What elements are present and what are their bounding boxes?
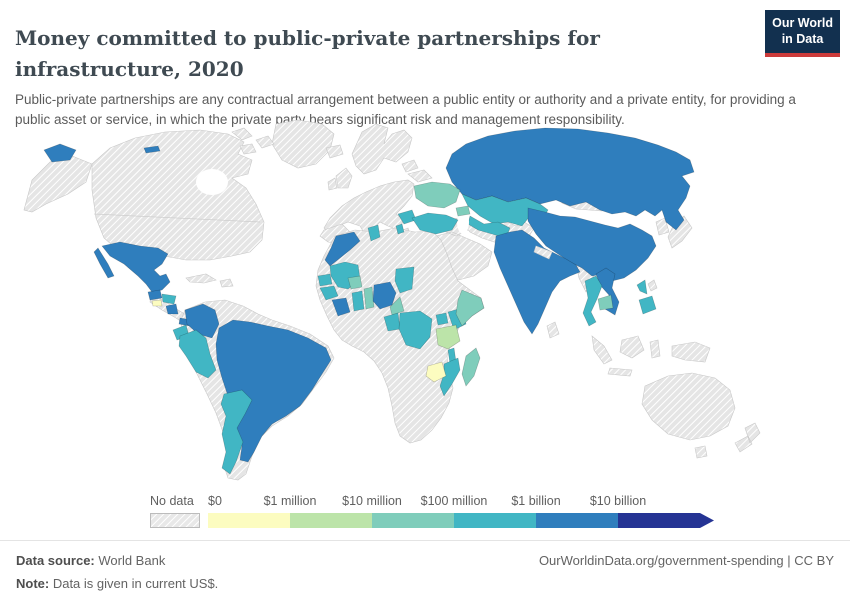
legend-tick-3: $100 million [420, 494, 488, 508]
country-togo-benin[interactable] [363, 286, 375, 310]
country-russia[interactable] [445, 127, 695, 231]
country-thailand[interactable] [582, 275, 603, 327]
country-russia-chukotka[interactable] [43, 143, 161, 163]
country-cambodia[interactable] [597, 294, 614, 311]
country-zimbabwe[interactable] [425, 361, 447, 383]
country-japan-korea[interactable] [655, 215, 693, 249]
country-cote-divoire[interactable] [331, 297, 351, 317]
country-india-pakistan-bangladesh[interactable] [493, 229, 581, 335]
caribbean-islands[interactable] [185, 273, 234, 288]
country-tunisia[interactable] [367, 224, 381, 242]
legend-swatch-2[interactable] [372, 513, 454, 528]
legend-swatch-0[interactable] [208, 513, 290, 528]
world-choropleth-map[interactable] [0, 118, 850, 490]
no-data-swatch[interactable] [150, 513, 200, 528]
country-china[interactable] [527, 207, 657, 282]
country-mexico[interactable] [93, 241, 171, 293]
country-sri-lanka[interactable] [546, 321, 560, 339]
legend-swatch-1[interactable] [290, 513, 372, 528]
data-source-label: Data source: [16, 553, 95, 568]
country-guatemala[interactable] [147, 289, 163, 301]
country-scandinavia[interactable] [351, 123, 413, 175]
legend-tick-2: $10 million [342, 494, 402, 508]
country-new-zealand[interactable] [734, 422, 761, 453]
caspian-sea [457, 210, 469, 234]
legend-tick-4: $1 billion [511, 494, 561, 508]
country-el-salvador[interactable] [151, 299, 163, 307]
legend-swatch-3[interactable] [454, 513, 536, 528]
country-georgia[interactable] [455, 205, 471, 217]
country-ukraine[interactable] [413, 181, 461, 209]
usa-canada-border [93, 213, 261, 223]
legend-arrow-cap [700, 513, 714, 528]
country-turkey[interactable] [411, 212, 459, 235]
country-taiwan[interactable] [647, 279, 658, 292]
country-dr-congo[interactable] [398, 310, 433, 350]
country-nepal[interactable] [533, 245, 553, 260]
owid-url-link[interactable]: OurWorldinData.org/government-spending |… [538, 553, 834, 568]
country-colombia[interactable] [184, 303, 220, 339]
chart-footer: Data source: World Bank Note: Data is gi… [0, 540, 850, 596]
country-peru[interactable] [178, 329, 217, 379]
note-line: Note: Data is given in current US$. [16, 573, 834, 596]
owid-logo-line2: in Data [781, 31, 824, 46]
country-chad[interactable] [394, 266, 415, 294]
page-title: Money committed to public-private partne… [15, 26, 600, 82]
country-argentina[interactable] [220, 389, 253, 475]
owid-logo[interactable]: Our World in Data [765, 10, 840, 58]
arctic-islands[interactable] [231, 127, 275, 155]
country-alaska[interactable] [23, 155, 93, 213]
country-australia[interactable] [641, 372, 736, 459]
country-senegal[interactable] [317, 273, 333, 287]
country-ghana[interactable] [351, 290, 365, 312]
country-somalia[interactable] [455, 289, 485, 327]
southeast-asia-islands[interactable] [591, 335, 711, 377]
legend-tick-0: $0 [208, 494, 222, 508]
country-greenland[interactable] [271, 119, 335, 169]
country-honduras[interactable] [161, 293, 177, 305]
legend-swatch-4[interactable] [536, 513, 618, 528]
legend-swatch-5[interactable] [618, 513, 700, 528]
data-source-value: World Bank [94, 553, 166, 568]
country-iceland[interactable] [325, 144, 344, 159]
data-countries [43, 127, 695, 475]
country-madagascar[interactable] [461, 347, 481, 387]
country-canada-usa[interactable] [91, 129, 265, 261]
data-source-line: Data source: World Bank [16, 550, 834, 573]
country-guinea[interactable] [319, 285, 339, 301]
country-uganda[interactable] [435, 312, 449, 326]
map-legend: No data $0 $1 million $10 million $100 m… [150, 494, 730, 534]
country-vietnam-laos[interactable] [595, 267, 620, 316]
legend-color-bar[interactable] [208, 513, 716, 528]
note-value: Data is given in current US$. [49, 575, 219, 591]
hudson-bay [196, 169, 228, 195]
country-tanzania[interactable] [435, 324, 461, 350]
baltics-belarus[interactable] [401, 159, 433, 183]
legend-tick-5: $10 billion [589, 494, 647, 508]
owid-logo-line1: Our World [772, 16, 833, 30]
country-cameroon[interactable] [389, 296, 405, 316]
legend-tick-1: $1 million [263, 494, 317, 508]
country-uk-ireland[interactable] [327, 167, 353, 191]
chart-subtitle: Public-private partnerships are any cont… [15, 91, 796, 128]
country-nicaragua[interactable] [165, 303, 179, 315]
country-morocco[interactable] [324, 231, 361, 267]
country-burkina-faso[interactable] [347, 275, 363, 290]
no-data-label: No data [150, 494, 194, 508]
note-label: Note: [16, 575, 50, 591]
country-philippines[interactable] [636, 279, 657, 315]
